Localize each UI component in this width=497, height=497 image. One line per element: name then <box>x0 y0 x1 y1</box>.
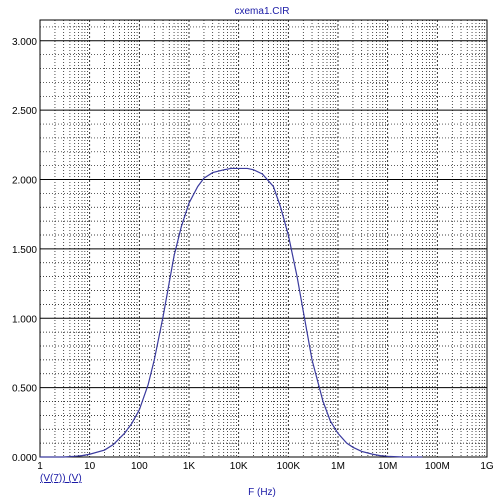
x-tick-label: 100M <box>425 461 450 472</box>
plot-frame <box>39 19 488 458</box>
y-tick-label: 1.500 <box>12 245 37 256</box>
x-tick-label: 10K <box>230 461 248 472</box>
chart-title: cxema1.CIR <box>234 6 289 17</box>
y-tick-labels: 0.000 0.500 1.000 1.500 2.000 2.500 3.000 <box>12 37 37 464</box>
y-tick-label: 3.000 <box>12 37 37 48</box>
x-axis-label: F (Hz) <box>248 487 276 497</box>
trace-label: (V(7)) (V) <box>40 473 82 484</box>
major-gridlines <box>39 19 488 458</box>
minor-gridlines <box>40 20 487 457</box>
series-lines <box>40 167 423 458</box>
x-tick-label: 1K <box>183 461 196 472</box>
x-tick-label: 100K <box>277 461 301 472</box>
x-tick-label: 10 <box>84 461 96 472</box>
x-tick-labels: 1 10 100 1K 10K 100K 1M 10M 100M 1G <box>37 461 494 472</box>
x-tick-label: 1 <box>37 461 43 472</box>
y-tick-label: 0.500 <box>12 384 37 395</box>
x-tick-label: 1M <box>331 461 345 472</box>
y-tick-label: 2.500 <box>12 106 37 117</box>
series-line-v7 <box>40 167 423 458</box>
x-tick-label: 10M <box>378 461 397 472</box>
y-tick-label: 1.000 <box>12 314 37 325</box>
y-tick-label: 2.000 <box>12 176 37 187</box>
y-tick-label: 0.000 <box>12 453 37 464</box>
x-tick-label: 100 <box>131 461 148 472</box>
x-tick-label: 1G <box>480 461 494 472</box>
